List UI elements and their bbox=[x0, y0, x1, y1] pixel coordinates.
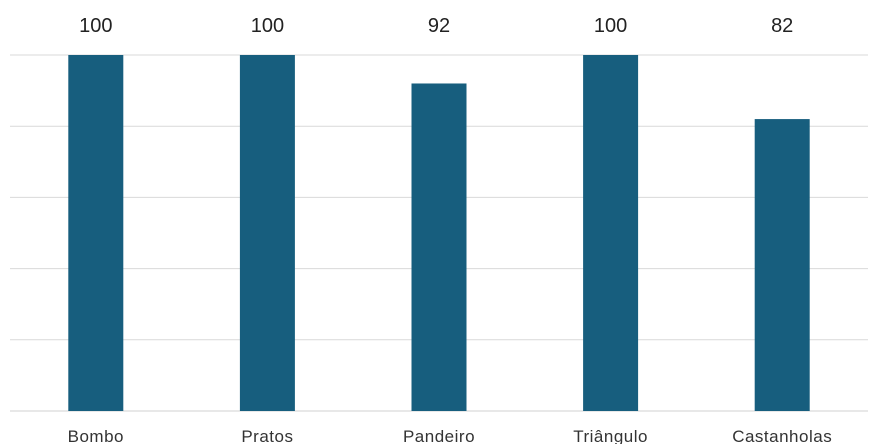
data-label: 100 bbox=[594, 15, 627, 37]
bar bbox=[239, 55, 295, 411]
x-tick-label: Pandeiro bbox=[403, 427, 475, 444]
bar bbox=[754, 119, 810, 411]
bar bbox=[68, 55, 124, 411]
bar bbox=[411, 83, 467, 411]
bar bbox=[583, 55, 639, 411]
x-tick-labels: Bombo Pratos Pandeiro Triângulo Castanholas bbox=[68, 427, 832, 444]
x-tick-label: Triângulo bbox=[573, 427, 648, 444]
data-labels: 100 100 92 100 82 bbox=[79, 15, 793, 37]
data-label: 82 bbox=[771, 15, 793, 37]
data-label: 100 bbox=[251, 15, 284, 37]
x-tick-label: Castanholas bbox=[732, 427, 832, 444]
x-tick-label: Pratos bbox=[241, 427, 293, 444]
x-tick-label: Bombo bbox=[68, 427, 124, 444]
data-label: 92 bbox=[428, 15, 450, 37]
data-label: 100 bbox=[79, 15, 112, 37]
bars bbox=[68, 55, 810, 411]
